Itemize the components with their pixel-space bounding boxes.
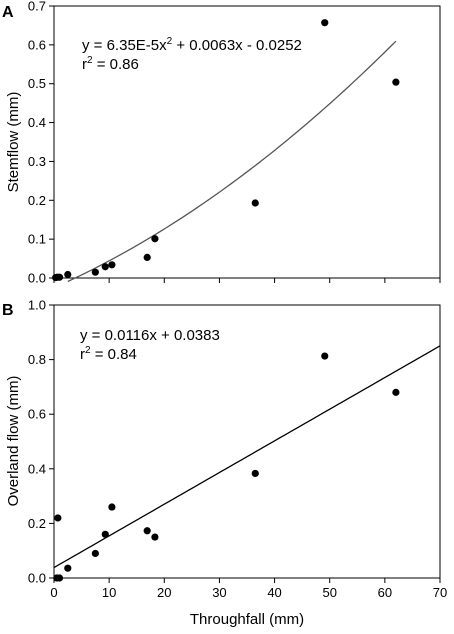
panel-a-y-tick-label: 0.2 [28, 193, 46, 208]
panel-b-data-point [321, 352, 329, 360]
panel-b-y-tick-label: 0.4 [28, 461, 46, 476]
panel-b-data-point [91, 549, 99, 558]
panel-a-y-tick-label: 0.4 [28, 115, 46, 130]
panel-b-x-tick-label: 0 [50, 585, 57, 600]
panel-b-x-tick-label: 20 [157, 585, 171, 600]
panel-b-data-point [54, 514, 62, 522]
panel-a-data-point [64, 270, 72, 279]
panel-b-x-tick-label: 10 [102, 585, 116, 600]
panel-a-y-tick-label: 0.5 [28, 76, 46, 91]
panel-b-fit-line [53, 345, 441, 569]
panel-b-data-point [108, 503, 116, 511]
panel-a-fit-curve [67, 40, 397, 283]
panel-b-y-tick-label: 0.8 [28, 352, 46, 367]
panel-b-x-tick-label: 70 [433, 585, 447, 600]
panel-a-y-axis-title: Stemflow (mm) [5, 92, 22, 193]
panel-a-y-tick-label: 0.1 [28, 232, 46, 247]
panel-b-ticks: 0 10 20 30 40 50 60 70 0.0 0.2 0.4 0.6 0.8 1.0 [28, 298, 447, 601]
panel-b-plot-area [53, 304, 441, 579]
panel-b-data-point [101, 530, 109, 538]
panel-b-y-axis-title: Overland flow (mm) [5, 376, 22, 507]
panel-a-data-point [321, 19, 329, 27]
panel-a-data-point [101, 263, 109, 271]
panel-a-equation: y = 6.35E-5x2 + 0.0063x - 0.0252 [82, 36, 302, 54]
panel-a-r-squared: r2 = 0.86 [82, 55, 139, 73]
panel-a-data-point [143, 253, 151, 262]
panel-b-y-tick-label: 0.2 [28, 516, 46, 531]
panel-a-y-tick-label: 0.0 [28, 271, 46, 286]
panel-b-x-axis-title: Throughfall (mm) [190, 611, 304, 628]
panel-b-data-point [143, 527, 151, 535]
panel-b: B Overland flow (mm) Throughfall (mm) 0 1… [2, 298, 447, 629]
panel-b-data-point [64, 564, 72, 572]
panel-b-x-tick-label: 40 [267, 585, 281, 600]
panel-b-label: B [2, 302, 14, 319]
panel-b-data-point [251, 469, 259, 478]
panel-a-label: A [2, 4, 14, 21]
panel-b-data-point [392, 388, 400, 396]
panel-a: A Stemflow (mm) 0.0 0.1 0.2 0.3 0.4 0.5 0.6 0.7… [2, 0, 441, 286]
panel-b-y-tick-label: 1.0 [28, 298, 46, 313]
panel-a-y-tick-label: 0.6 [28, 37, 46, 52]
panel-a-data-point [91, 268, 99, 276]
panel-b-x-tick-label: 50 [322, 585, 336, 600]
panel-b-x-tick-label: 30 [212, 585, 226, 600]
panel-b-y-tick-label: 0.0 [28, 571, 46, 586]
panel-a-ticks: 0.0 0.1 0.2 0.3 0.4 0.5 0.6 0.7 [28, 0, 441, 286]
panel-b-data-point [151, 533, 159, 541]
panel-a-points [52, 19, 400, 282]
panel-a-plot-area [53, 5, 441, 279]
panel-a-y-tick-label: 0.7 [28, 0, 46, 14]
panel-b-data-point [55, 574, 64, 582]
panel-a-data-point [251, 199, 259, 207]
panel-b-equation: y = 0.0116x + 0.0383 [80, 327, 220, 344]
panel-a-data-point [392, 78, 400, 86]
panel-b-r-squared: r2 = 0.84 [80, 345, 137, 363]
panel-b-points [53, 352, 400, 582]
panel-a-data-point [151, 235, 159, 243]
panel-a-y-tick-label: 0.3 [28, 154, 46, 169]
panel-b-y-tick-label: 0.6 [28, 407, 46, 422]
panel-a-data-point [55, 273, 64, 281]
panel-a-data-point [108, 261, 116, 269]
panel-b-x-tick-label: 60 [378, 585, 392, 600]
